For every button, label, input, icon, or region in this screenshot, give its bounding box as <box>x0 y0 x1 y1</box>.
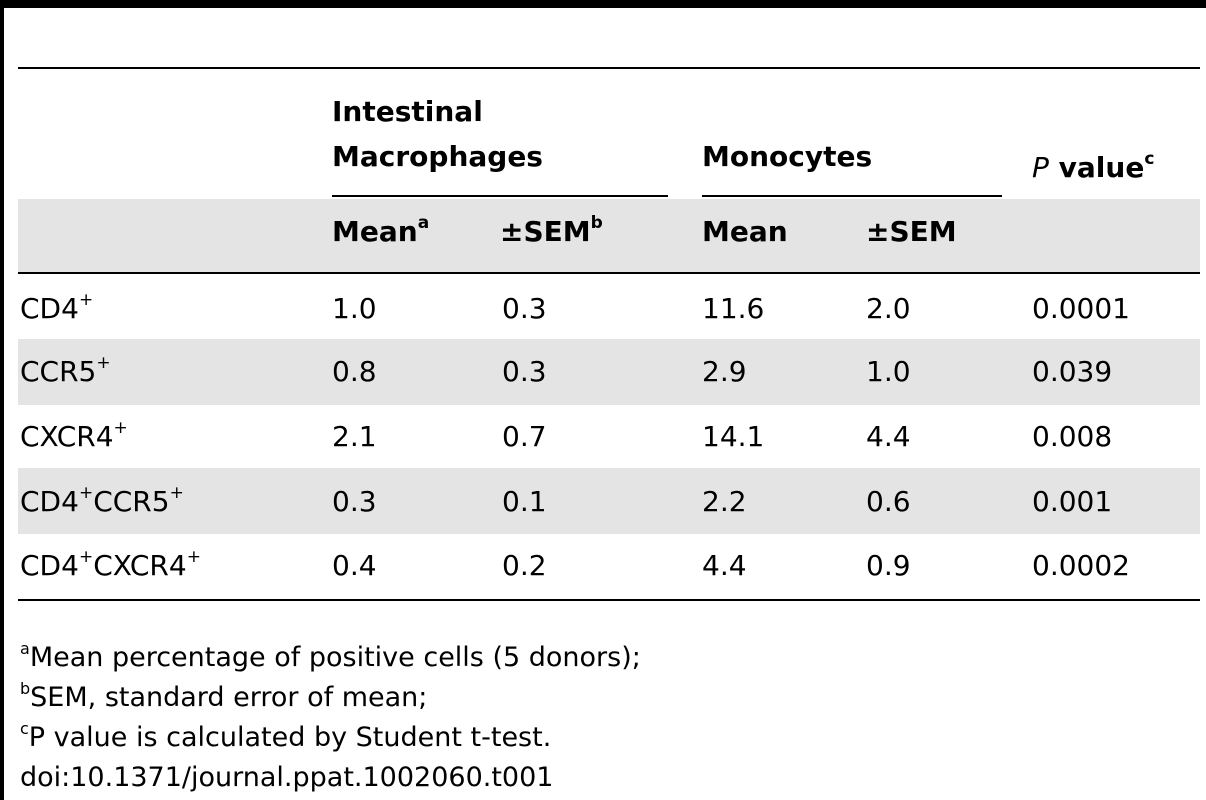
row-label: CD4+ <box>20 292 93 326</box>
cell-mac-mean: 0.4 <box>332 549 377 582</box>
row-label-text: CD4 <box>20 292 79 325</box>
left-border <box>0 0 4 800</box>
sem-sup: b <box>590 213 603 233</box>
group-header-macrophages-line2: Macrophages <box>332 140 543 173</box>
cell-mac-mean: 0.8 <box>332 355 377 388</box>
cell-mono-mean: 2.9 <box>702 355 747 388</box>
row-label-sup: + <box>96 353 111 373</box>
cell-mono-sem: 0.6 <box>866 485 911 518</box>
row-label: CD4+CXCR4+ <box>20 549 201 583</box>
footnote-text: Mean percentage of positive cells (5 don… <box>29 642 641 673</box>
p-value-text: value <box>1048 151 1145 184</box>
subheader-sem-monocytes: ±SEM <box>866 215 957 248</box>
row-label-sup: + <box>113 418 128 438</box>
cell-mono-mean: 14.1 <box>702 420 765 453</box>
row-label-sup: + <box>169 483 184 503</box>
cell-mono-sem: 0.9 <box>866 549 911 582</box>
group-header-macrophages-line1: Intestinal <box>332 95 483 128</box>
subheader-mean: Meana <box>332 214 429 250</box>
row-band-4 <box>18 468 1200 534</box>
cell-mono-mean: 2.2 <box>702 485 747 518</box>
cell-p: 0.0001 <box>1032 292 1130 325</box>
row-label-text: CD4 <box>20 485 79 518</box>
footnote-marker: c <box>20 719 29 738</box>
footnote-text: P value is calculated by Student t-test. <box>28 722 552 753</box>
cell-mac-sem: 0.7 <box>502 420 547 453</box>
group-rule-macrophages <box>332 195 668 197</box>
row-label-sup: + <box>186 547 201 567</box>
subheader-sem: ±SEMb <box>500 214 603 250</box>
cell-mac-mean: 1.0 <box>332 292 377 325</box>
p-italic: P <box>1032 151 1049 184</box>
doi-text: doi:10.1371/journal.ppat.1002060.t001 <box>20 762 554 793</box>
row-label: CXCR4+ <box>20 420 128 454</box>
table-bottom-rule <box>18 599 1200 601</box>
row-label-text: CD4 <box>20 549 79 582</box>
sem-label: ±SEM <box>500 215 591 248</box>
subheader-mean-monocytes: Mean <box>702 215 788 248</box>
cell-p: 0.0002 <box>1032 549 1130 582</box>
cell-mac-sem: 0.3 <box>502 292 547 325</box>
group-rule-monocytes <box>702 195 1002 197</box>
header-p-value: P valuec <box>1032 150 1154 186</box>
header-top-rule <box>18 67 1200 69</box>
cell-mac-mean: 2.1 <box>332 420 377 453</box>
cell-mac-sem: 0.1 <box>502 485 547 518</box>
top-border <box>0 0 1206 8</box>
cell-mono-sem: 1.0 <box>866 355 911 388</box>
group-header-monocytes: Monocytes <box>702 140 873 173</box>
subheader-band <box>18 199 1200 273</box>
row-label-sup: + <box>78 547 94 567</box>
footnote-marker: b <box>20 679 31 698</box>
row-label-text: CXCR4 <box>20 420 114 453</box>
footnote-a: aMean percentage of positive cells (5 do… <box>20 639 641 674</box>
cell-mac-mean: 0.3 <box>332 485 377 518</box>
header-bottom-rule <box>18 272 1200 274</box>
cell-mono-sem: 2.0 <box>866 292 911 325</box>
mean-label: Mean <box>332 215 418 248</box>
footnote-text: SEM, standard error of mean; <box>30 682 428 713</box>
row-label-text: CXCR4 <box>93 549 187 582</box>
row-label-text: CCR5 <box>20 355 97 388</box>
cell-mono-mean: 4.4 <box>702 549 747 582</box>
p-value-sup: c <box>1144 149 1155 169</box>
cell-p: 0.008 <box>1032 420 1113 453</box>
footnote-b: bSEM, standard error of mean; <box>20 679 428 714</box>
row-label: CCR5+ <box>20 355 111 389</box>
cell-mac-sem: 0.3 <box>502 355 547 388</box>
row-label-sup: + <box>78 290 94 310</box>
row-label-text: CCR5 <box>93 485 170 518</box>
footnote-marker: a <box>20 639 30 658</box>
row-label: CD4+CCR5+ <box>20 485 184 519</box>
cell-p: 0.039 <box>1032 355 1113 388</box>
cell-mono-sem: 4.4 <box>866 420 911 453</box>
row-band-2 <box>18 339 1200 405</box>
row-label-sup: + <box>78 483 94 503</box>
cell-p: 0.001 <box>1032 485 1113 518</box>
cell-mono-mean: 11.6 <box>702 292 765 325</box>
cell-mac-sem: 0.2 <box>502 549 547 582</box>
footnote-c: cP value is calculated by Student t-test… <box>20 719 552 754</box>
mean-sup: a <box>417 213 430 233</box>
